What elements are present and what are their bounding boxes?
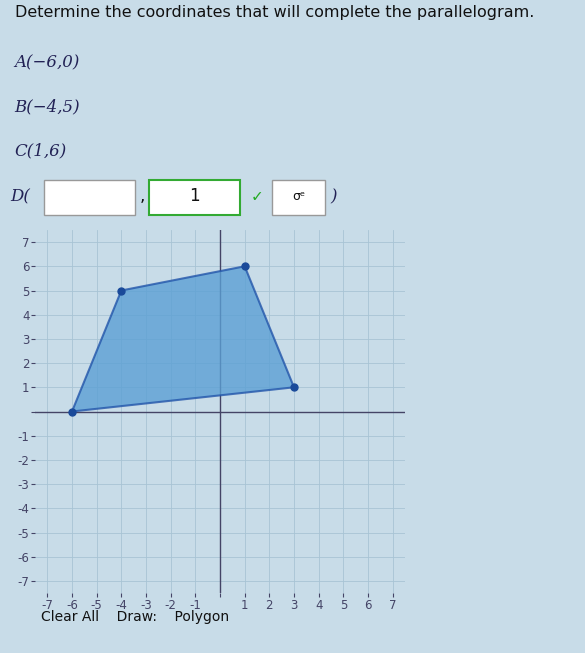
Text: C(1,6): C(1,6) — [15, 142, 67, 159]
Text: ✓: ✓ — [250, 189, 263, 204]
Text: B(−4,5): B(−4,5) — [15, 99, 80, 116]
Text: 1: 1 — [189, 187, 200, 206]
Polygon shape — [72, 266, 294, 411]
Text: A(−6,0): A(−6,0) — [15, 54, 80, 71]
Text: Clear All    Draw:    Polygon: Clear All Draw: Polygon — [41, 610, 229, 624]
Text: σᵉ: σᵉ — [292, 190, 305, 203]
Text: D(: D( — [11, 188, 30, 205]
FancyBboxPatch shape — [272, 180, 325, 215]
Text: Determine the coordinates that will complete the parallelogram.: Determine the coordinates that will comp… — [15, 5, 534, 20]
FancyBboxPatch shape — [149, 180, 240, 215]
Text: ,: , — [139, 187, 144, 206]
Text: ): ) — [331, 188, 337, 205]
FancyBboxPatch shape — [44, 180, 135, 215]
